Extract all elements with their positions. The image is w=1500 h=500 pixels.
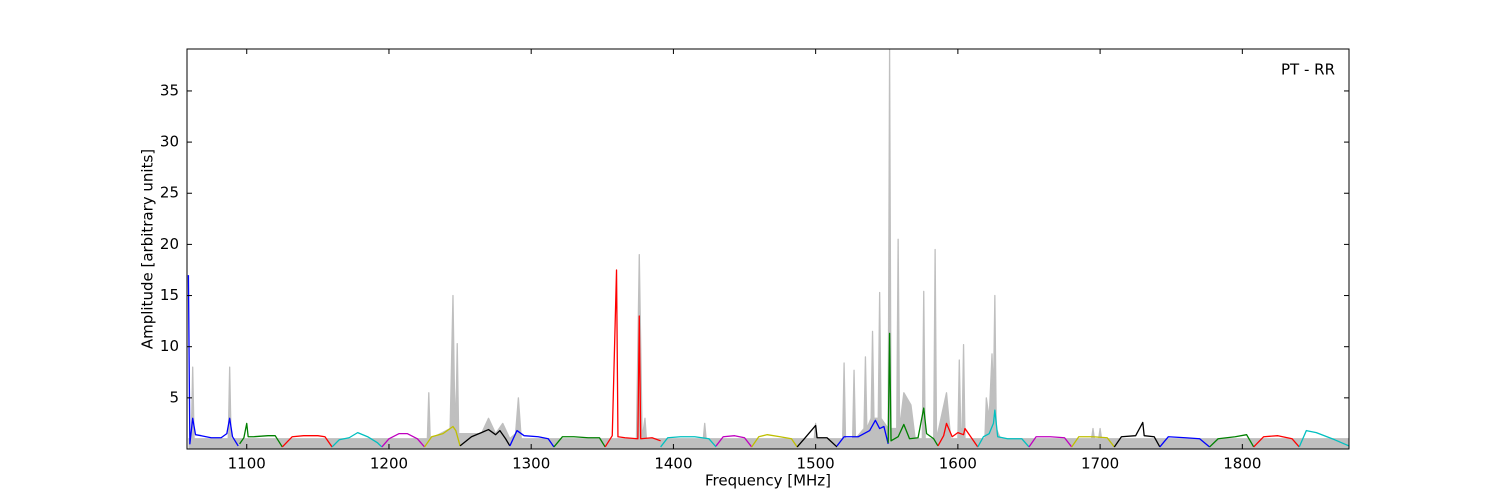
plot-area [187,49,1349,449]
annotation: PT - RR [1281,61,1335,79]
x-tick-label: 1500 [797,455,835,473]
line [188,49,1349,440]
x-tick-label: 1800 [1223,455,1261,473]
line [796,424,838,448]
y-tick-label: 25 [160,184,179,202]
line [977,409,1030,448]
line [1209,434,1255,448]
line [937,422,979,448]
y-tick-label: 20 [160,235,179,253]
line [1159,436,1211,448]
line [604,269,661,448]
x-tick-label: 1400 [654,455,692,473]
line [381,433,426,448]
line [715,435,753,448]
line [836,419,889,447]
y-tick-label: 5 [169,388,179,406]
x-tick-label: 1600 [939,455,977,473]
line [239,422,283,448]
line [459,428,511,447]
y-tick-label: 30 [160,133,179,151]
line [423,425,461,448]
y-tick-label: 15 [160,286,179,304]
line [1028,436,1073,448]
line [1071,436,1115,448]
y-axis-label: Amplitude [arbitrary units] [139,149,157,349]
axes-frame [186,48,1350,450]
area [188,50,1349,449]
line [281,435,333,448]
line [751,434,798,448]
line [660,436,717,448]
y-tick-label: 35 [160,81,179,99]
line [887,332,939,447]
line [187,275,239,447]
line [1298,429,1349,448]
x-tick-label: 1100 [228,455,266,473]
line [553,436,606,448]
x-tick-label: 1300 [512,455,550,473]
x-tick-label: 1700 [1081,455,1119,473]
x-tick-label: 1200 [370,455,408,473]
x-axis-label: Frequency [MHz] [705,472,831,490]
line [509,429,555,448]
y-tick-label: 10 [160,337,179,355]
line [1253,435,1300,448]
line [331,431,383,448]
line [1113,421,1161,448]
